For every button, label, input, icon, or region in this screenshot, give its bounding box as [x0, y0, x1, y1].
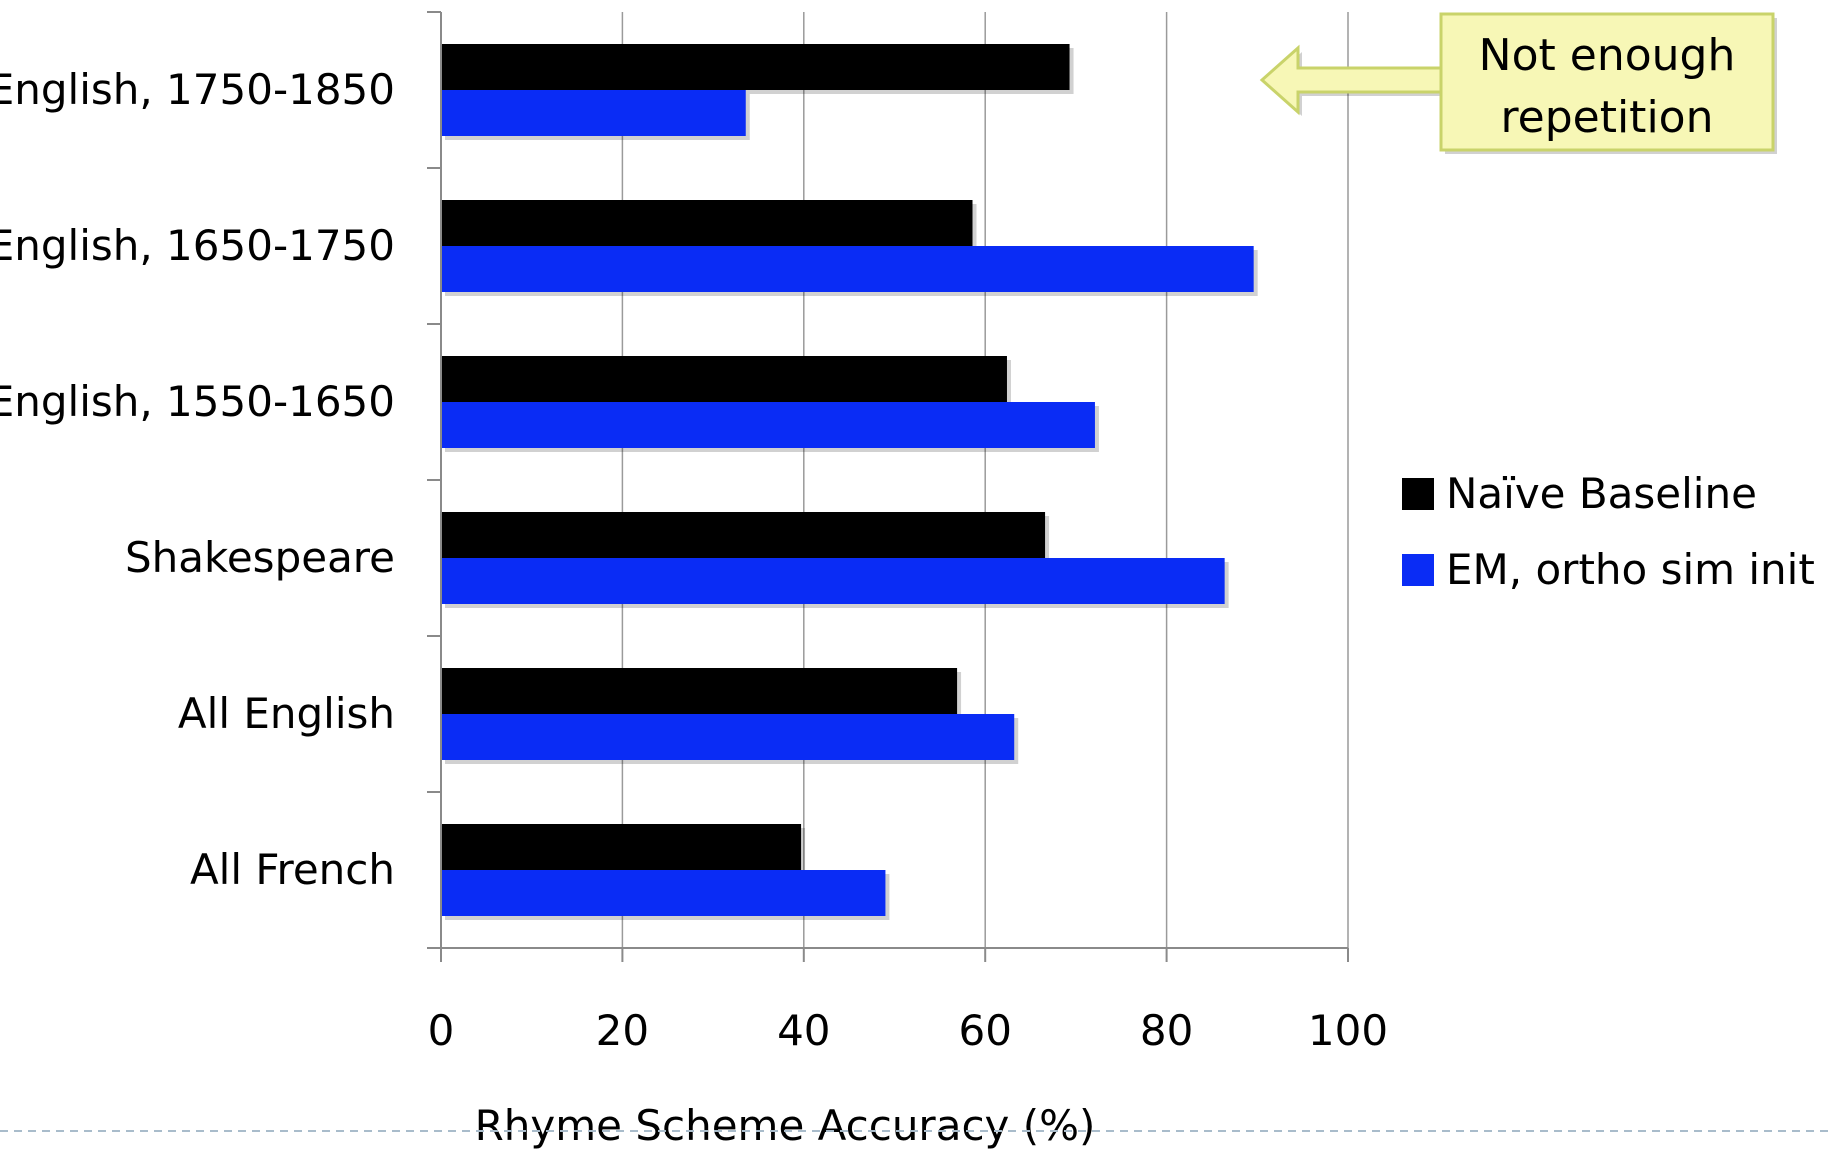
- x-tick-label: 80: [1140, 1006, 1193, 1055]
- x-tick-label: 40: [777, 1006, 830, 1055]
- x-axis-title: Rhyme Scheme Accuracy (%): [475, 1101, 1096, 1150]
- legend-label: EM, ortho sim init: [1446, 545, 1815, 594]
- bar-em: [441, 870, 886, 916]
- x-tick-label: 20: [596, 1006, 649, 1055]
- x-tick-label: 0: [428, 1006, 455, 1055]
- category-label: English, 1550-1650: [0, 377, 395, 426]
- x-tick-label: 60: [958, 1006, 1011, 1055]
- bar-baseline: [441, 668, 958, 714]
- bar-em: [441, 714, 1015, 760]
- axes: [427, 11, 1349, 962]
- category-labels: English, 1750-1850 English, 1650-1750 Engl…: [0, 65, 395, 894]
- callout-arrow: [1259, 44, 1444, 116]
- bar-em: [441, 402, 1095, 448]
- bar-baseline: [441, 44, 1070, 90]
- bar-em: [441, 246, 1254, 292]
- bar-em: [441, 90, 746, 136]
- gridlines: [621, 12, 1349, 948]
- bar-baseline: [441, 512, 1046, 558]
- legend-swatch: [1402, 478, 1434, 510]
- bar-baseline: [441, 356, 1007, 402]
- category-label: All English: [178, 689, 395, 738]
- callout-text: repetition: [1501, 92, 1714, 143]
- bar-baseline: [441, 200, 973, 246]
- category-label: All French: [190, 845, 395, 894]
- legend-swatch: [1402, 554, 1434, 586]
- annotation-callout: Not enough repetition: [1259, 12, 1777, 154]
- category-label: English, 1750-1850: [0, 65, 395, 114]
- callout-box: [1439, 12, 1775, 152]
- category-label: English, 1650-1750: [0, 221, 395, 270]
- bar-em: [441, 558, 1225, 604]
- bar-baseline: [441, 824, 802, 870]
- category-label: Shakespeare: [125, 533, 395, 582]
- legend: Naïve Baseline EM, ortho sim init: [1402, 469, 1815, 594]
- legend-label: Naïve Baseline: [1446, 469, 1757, 518]
- x-tick-labels: 0 20 40 60 80 100: [428, 1006, 1388, 1055]
- bars: [441, 44, 1258, 920]
- x-tick-label: 100: [1308, 1006, 1388, 1055]
- callout-text: Not enough: [1479, 30, 1736, 81]
